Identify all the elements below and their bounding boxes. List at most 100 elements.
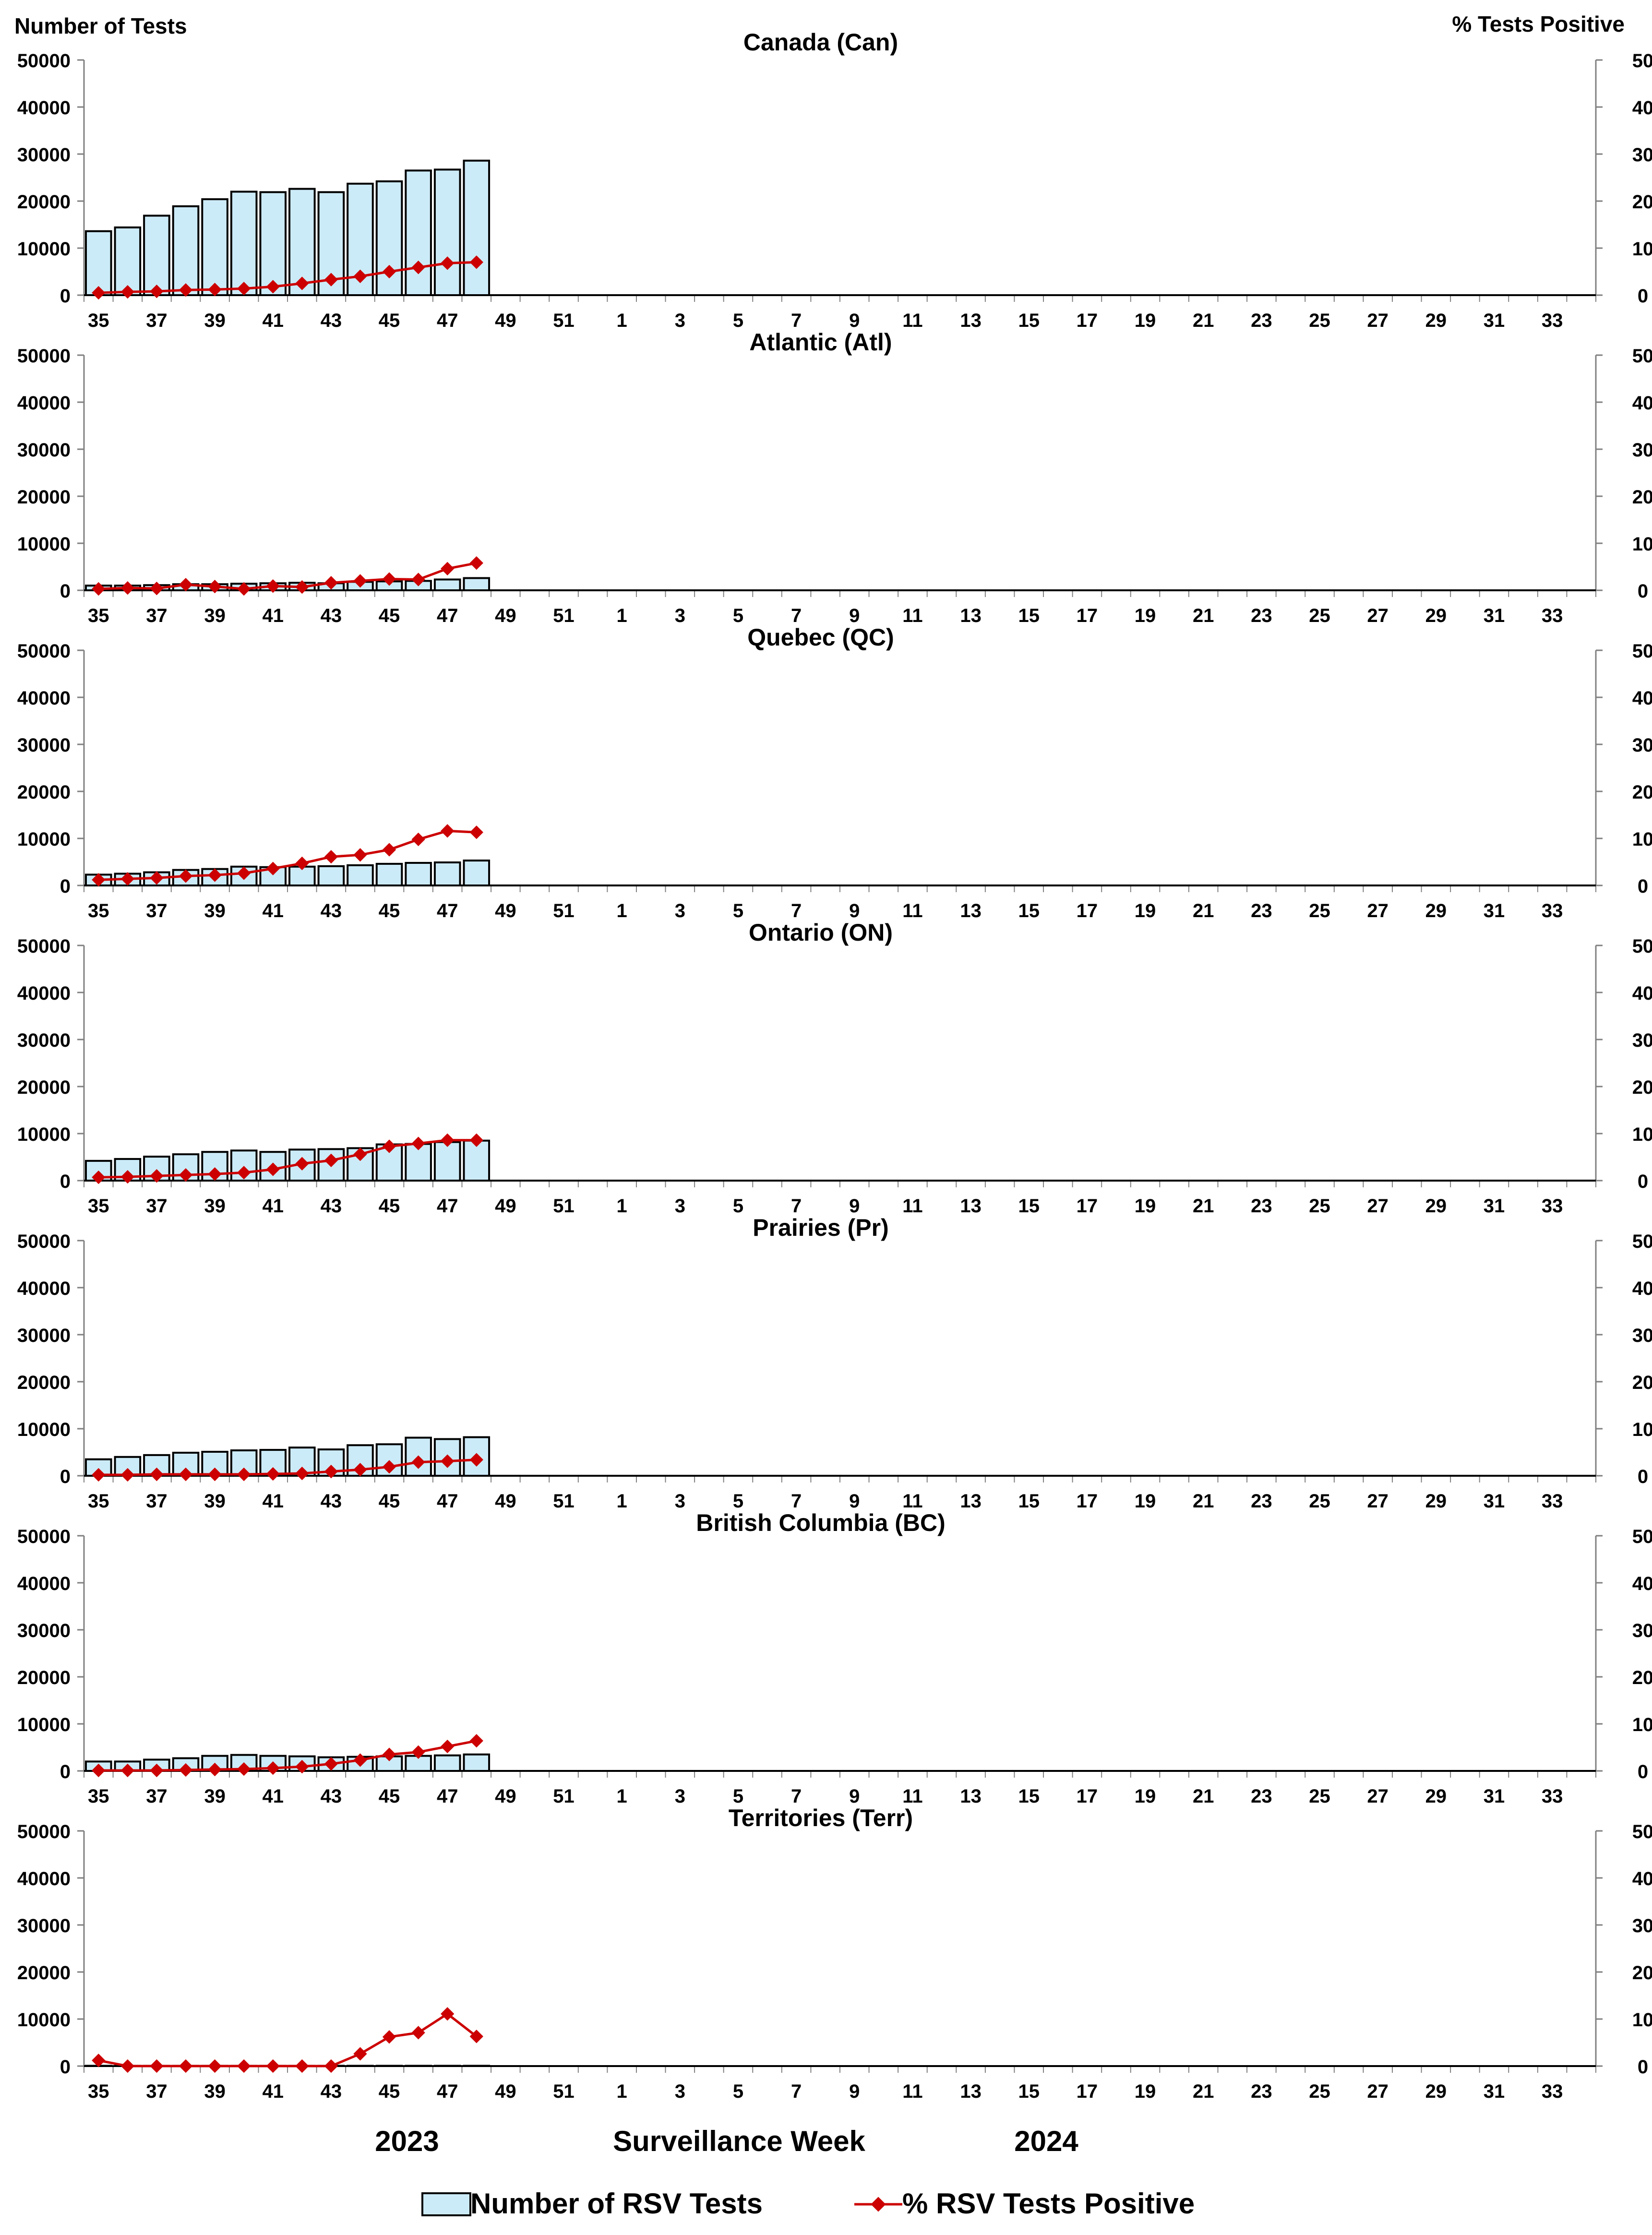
x-tick-label: 3 (675, 1195, 685, 1217)
x-tick-label: 19 (1135, 2081, 1156, 2102)
x-tick-label: 33 (1542, 1195, 1563, 1217)
left-tick-label: 40000 (17, 1278, 71, 1299)
point-rsv-positive (295, 2059, 309, 2073)
point-rsv-positive (237, 1467, 251, 1482)
legend-line-marker (871, 2197, 886, 2212)
left-tick-label: 40000 (17, 97, 71, 119)
x-tick-label: 43 (321, 900, 342, 921)
x-tick-label: 11 (902, 1491, 922, 1512)
x-tick-label: 23 (1251, 310, 1272, 331)
x-tick-label: 49 (495, 1195, 516, 1217)
left-tick-label: 30000 (17, 440, 71, 461)
point-rsv-positive (266, 1162, 280, 1176)
x-tick-label: 13 (960, 605, 982, 626)
left-tick-label: 30000 (17, 735, 71, 756)
chart-panel-1: Atlantic (Atl) 0 10000 20000 30000 40000 50000… (17, 329, 1652, 626)
x-tick-label: 7 (791, 310, 802, 331)
point-rsv-positive (441, 256, 455, 270)
x-tick-label: 31 (1484, 1786, 1505, 1807)
x-tick-label: 43 (321, 1491, 342, 1512)
x-tick-label: 29 (1425, 900, 1447, 921)
point-rsv-positive (295, 856, 309, 871)
x-tick-label: 45 (379, 1491, 400, 1512)
bar-rsv-tests (463, 1753, 491, 1772)
left-tick-label: 20000 (17, 782, 71, 803)
right-tick-label: 30 (1632, 440, 1652, 461)
right-tick-label: 10 (1632, 829, 1652, 850)
left-tick-label: 30000 (17, 1915, 71, 1936)
point-rsv-positive (208, 1467, 222, 1482)
x-tick-label: 9 (849, 605, 860, 626)
bar-rsv-tests (433, 1754, 461, 1772)
point-rsv-positive (441, 824, 455, 838)
x-tick-label: 21 (1193, 2081, 1214, 2102)
point-rsv-positive (208, 283, 222, 297)
point-rsv-positive (208, 1167, 222, 1181)
left-tick-label: 0 (60, 581, 71, 602)
x-tick-label: 31 (1484, 605, 1505, 626)
point-rsv-positive (179, 2059, 193, 2073)
x-tick-label: 43 (321, 605, 342, 626)
point-rsv-positive (469, 1734, 483, 1748)
x-tick-label: 49 (495, 2081, 516, 2102)
left-tick-label: 40000 (17, 688, 71, 709)
x-tick-label: 19 (1135, 1786, 1156, 1807)
legend-line-label: % RSV Tests Positive (902, 2187, 1195, 2220)
x-tick-label: 11 (902, 605, 922, 626)
x-tick-label: 49 (495, 1491, 516, 1512)
x-tick-label: 25 (1309, 900, 1330, 921)
point-rsv-positive (353, 1147, 367, 1161)
bar-rsv-tests (230, 191, 258, 296)
x-tick-label: 1 (617, 1195, 627, 1217)
right-tick-label: 40 (1632, 97, 1652, 119)
x-tick-label: 41 (263, 2081, 284, 2102)
x-tick-label: 1 (617, 2081, 627, 2102)
point-rsv-positive (324, 273, 338, 287)
panels: Canada (Can)0100002000030000400005000001… (17, 29, 1652, 2102)
point-rsv-positive (353, 269, 367, 283)
x-tick-label: 37 (146, 310, 168, 331)
right-tick-label: 20 (1632, 782, 1652, 803)
x-tick-label: 39 (204, 1786, 226, 1807)
x-tick-label: 39 (204, 1491, 226, 1512)
right-tick-label: 50 (1632, 50, 1652, 72)
point-rsv-positive (237, 282, 251, 296)
bar-rsv-tests (433, 578, 461, 591)
point-rsv-positive (469, 825, 483, 839)
left-tick-label: 50000 (17, 936, 71, 957)
x-tick-label: 39 (204, 2081, 226, 2102)
x-tick-label: 7 (791, 2081, 802, 2102)
right-tick-label: 0 (1638, 1761, 1648, 1782)
x-tick-label: 31 (1484, 2081, 1505, 2102)
x-tick-label: 41 (263, 1195, 284, 1217)
right-tick-label: 20 (1632, 1667, 1652, 1688)
x-tick-label: 49 (495, 900, 516, 921)
legend: Number of RSV Tests % RSV Tests Positive (421, 2187, 1195, 2220)
x-tick-label: 25 (1309, 310, 1330, 331)
legend-bar-swatch (421, 2192, 471, 2216)
right-tick-label: 0 (1638, 876, 1648, 897)
x-tick-label: 39 (204, 1195, 226, 1217)
left-tick-label: 40000 (17, 1868, 71, 1889)
x-tick-label: 15 (1018, 1491, 1040, 1512)
point-rsv-positive (208, 868, 222, 882)
x-tick-label: 43 (321, 1195, 342, 1217)
chart-title: British Columbia (BC) (696, 1509, 945, 1536)
x-tick-label: 27 (1367, 1786, 1389, 1807)
point-rsv-positive (411, 1745, 425, 1759)
point-rsv-positive (382, 572, 396, 586)
x-tick-label: 43 (321, 310, 342, 331)
x-tick-label: 33 (1542, 1491, 1563, 1512)
bar-rsv-tests (433, 168, 461, 296)
left-tick-label: 10000 (17, 239, 71, 260)
point-rsv-positive (266, 1467, 280, 1481)
x-tick-label: 23 (1251, 2081, 1272, 2102)
x-tick-label: 51 (553, 1195, 575, 1217)
x-tick-label: 3 (675, 2081, 685, 2102)
left-tick-label: 50000 (17, 346, 71, 367)
right-tick-label: 10 (1632, 239, 1652, 260)
point-rsv-positive (266, 861, 280, 875)
chart-panel-3: Ontario (ON) 0 10000 20000 30000 40000 50000 0 1… (17, 919, 1652, 1217)
point-rsv-positive (295, 1466, 309, 1481)
left-tick-label: 0 (60, 2056, 71, 2078)
